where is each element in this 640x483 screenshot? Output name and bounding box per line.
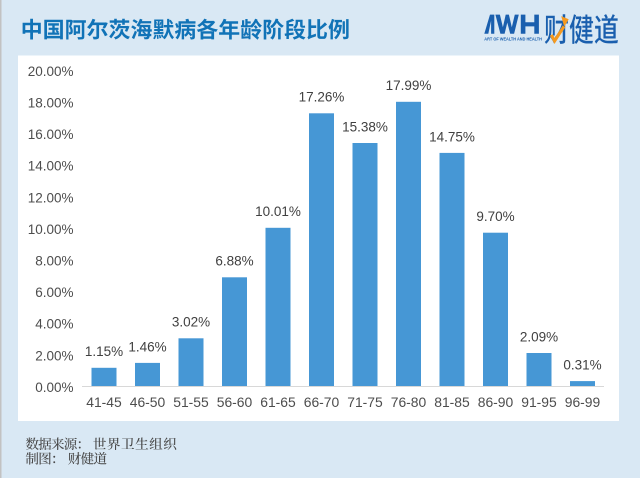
svg-text:46-50: 46-50 (130, 394, 166, 410)
svg-text:ART OF WEALTH AND HEALTH: ART OF WEALTH AND HEALTH (484, 36, 542, 41)
svg-text:71-75: 71-75 (347, 394, 383, 410)
svg-text:51-55: 51-55 (173, 394, 209, 410)
svg-text:56-60: 56-60 (217, 394, 253, 410)
svg-text:0.31%: 0.31% (563, 358, 601, 373)
svg-text:14.00%: 14.00% (28, 159, 74, 174)
svg-text:41-45: 41-45 (86, 394, 122, 410)
svg-text:17.26%: 17.26% (299, 90, 345, 105)
svg-text:91-95: 91-95 (521, 394, 557, 410)
svg-text:20.00%: 20.00% (28, 64, 74, 79)
svg-text:61-65: 61-65 (260, 394, 296, 410)
svg-text:6.00%: 6.00% (35, 285, 73, 300)
svg-text:86-90: 86-90 (478, 394, 514, 410)
svg-text:15.38%: 15.38% (342, 119, 388, 134)
svg-text:2.00%: 2.00% (35, 348, 73, 363)
svg-text:1.15%: 1.15% (85, 344, 123, 359)
svg-text:0.00%: 0.00% (35, 380, 73, 395)
svg-text:81-85: 81-85 (434, 394, 470, 410)
svg-text:18.00%: 18.00% (28, 96, 74, 111)
svg-text:8.00%: 8.00% (35, 254, 73, 269)
svg-text:3.02%: 3.02% (172, 315, 210, 330)
svg-text:2.09%: 2.09% (520, 329, 558, 344)
svg-text:14.75%: 14.75% (429, 129, 475, 144)
svg-text:4.00%: 4.00% (35, 317, 73, 332)
svg-text:10.01%: 10.01% (255, 204, 301, 219)
svg-text:16.00%: 16.00% (28, 127, 74, 142)
svg-text:66-70: 66-70 (304, 394, 340, 410)
svg-text:6.88%: 6.88% (215, 254, 253, 269)
svg-text:9.70%: 9.70% (476, 209, 514, 224)
svg-text:17.99%: 17.99% (386, 78, 432, 93)
svg-text:76-80: 76-80 (391, 394, 427, 410)
svg-text:1.46%: 1.46% (128, 339, 166, 354)
svg-text:96-99: 96-99 (565, 394, 601, 410)
svg-text:12.00%: 12.00% (28, 190, 74, 205)
svg-text:10.00%: 10.00% (28, 222, 74, 237)
